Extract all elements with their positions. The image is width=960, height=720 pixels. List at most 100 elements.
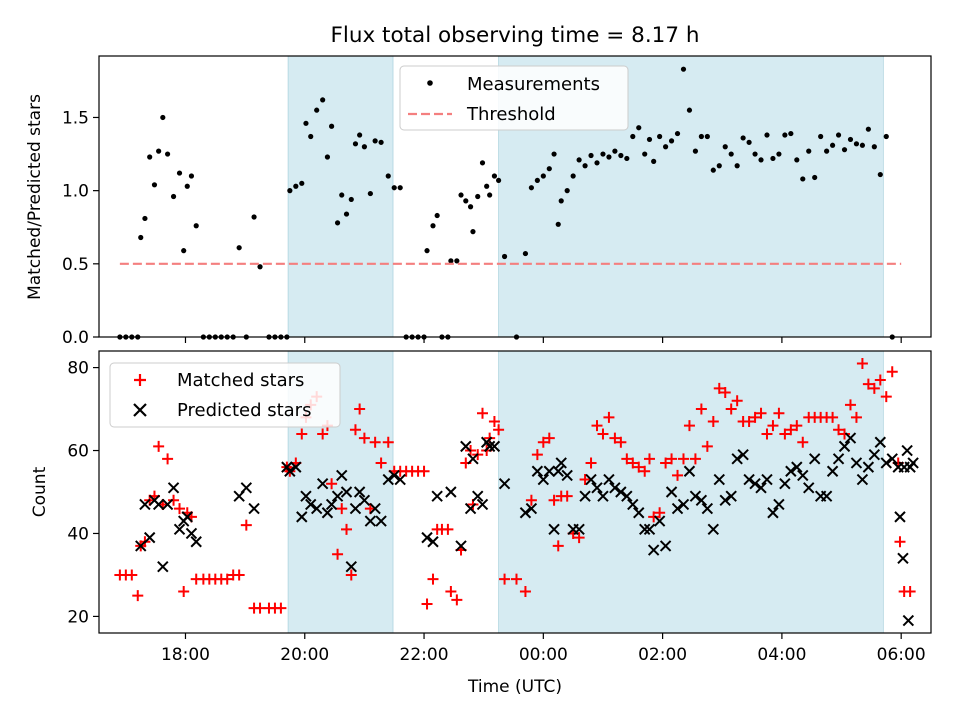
y-tick-label: 1.0 bbox=[62, 182, 89, 202]
predicted-stars-point bbox=[647, 544, 660, 556]
measurement-point bbox=[788, 130, 794, 137]
measurement-point bbox=[156, 148, 162, 154]
matched-stars-point bbox=[779, 428, 791, 440]
predicted-stars-point bbox=[525, 502, 538, 515]
measurement-point bbox=[501, 253, 508, 260]
predicted-stars-point bbox=[880, 457, 892, 469]
matched-stars-point bbox=[531, 449, 543, 461]
measurement-point bbox=[385, 173, 391, 179]
measurement-point bbox=[397, 185, 403, 191]
matched-stars-point bbox=[666, 453, 678, 465]
measurement-point bbox=[160, 114, 166, 121]
predicted-stars-point bbox=[161, 498, 174, 511]
matched-stars-point bbox=[894, 536, 906, 548]
matched-stars-point bbox=[660, 457, 672, 469]
predicted-stars-point bbox=[561, 469, 573, 482]
measurement-point bbox=[142, 215, 148, 222]
matched-stars-point bbox=[743, 416, 755, 427]
measurement-point bbox=[324, 154, 331, 160]
predicted-stars-point bbox=[779, 477, 791, 490]
measurement-point bbox=[546, 166, 552, 172]
matched-stars-point bbox=[749, 411, 761, 423]
measurement-point bbox=[467, 204, 474, 210]
predicted-stars-point bbox=[665, 486, 678, 498]
legend-threshold-label: Threshold bbox=[466, 104, 556, 125]
x-tick-label: 20:00 bbox=[280, 645, 329, 665]
matched-stars-point bbox=[597, 428, 609, 440]
y-tick-label: 40 bbox=[67, 524, 89, 544]
matched-stars-point bbox=[442, 523, 454, 535]
predicted-stars-point bbox=[874, 436, 887, 448]
predicted-stars-point bbox=[713, 473, 725, 486]
measurement-point bbox=[534, 177, 540, 184]
measurement-point bbox=[698, 133, 704, 140]
x-tick-label: 02:00 bbox=[638, 645, 687, 665]
matched-stars-point bbox=[525, 494, 537, 506]
measurement-point bbox=[806, 148, 812, 154]
measurement-point bbox=[299, 180, 305, 186]
predicted-stars-point bbox=[856, 473, 869, 486]
x-tick-label: 22:00 bbox=[400, 645, 449, 665]
predicted-stars-point bbox=[725, 490, 737, 502]
measurement-point bbox=[470, 229, 476, 235]
matched-stars-point bbox=[868, 382, 880, 394]
measurement-point bbox=[716, 163, 722, 169]
predicted-stars-point bbox=[597, 490, 609, 502]
matched-stars-point bbox=[178, 586, 190, 598]
predicted-stars-point bbox=[321, 507, 334, 519]
count-panel: 20 40 60 80 18:00 20:00 22:00 00:00 02:00 04:00 0… bbox=[30, 350, 932, 697]
measurement-point bbox=[746, 139, 752, 145]
predicted-stars-point bbox=[573, 523, 585, 536]
measurement-point bbox=[651, 158, 657, 164]
matched-stars-point bbox=[561, 490, 573, 502]
ratio-legend: Measurements Threshold bbox=[399, 65, 629, 131]
measurement-point bbox=[434, 212, 440, 219]
predicted-stars-point bbox=[498, 477, 511, 490]
matched-stars-point bbox=[719, 386, 731, 398]
predicted-stars-point bbox=[897, 552, 909, 565]
predicted-stars-point bbox=[886, 453, 898, 465]
predicted-stars-point bbox=[455, 540, 467, 552]
matched-stars-point bbox=[552, 540, 564, 552]
measurement-point bbox=[372, 138, 378, 144]
predicted-stars-point bbox=[331, 490, 344, 502]
matched-stars-point bbox=[445, 586, 457, 598]
predicted-stars-point bbox=[345, 560, 357, 573]
matched-stars-point bbox=[221, 573, 233, 585]
matched-stars-point bbox=[476, 407, 488, 419]
predicted-stars-point bbox=[689, 490, 702, 502]
predicted-stars-point bbox=[707, 523, 720, 536]
predicted-stars-point bbox=[621, 490, 633, 502]
measurement-point bbox=[835, 132, 842, 138]
measurement-point bbox=[176, 170, 183, 176]
matched-stars-point bbox=[418, 465, 430, 477]
matched-stars-point bbox=[862, 378, 874, 390]
predicted-stars-point bbox=[543, 465, 556, 477]
measurement-point bbox=[752, 151, 758, 157]
measurement-point bbox=[662, 144, 669, 150]
predicted-stars-point bbox=[808, 453, 821, 465]
predicted-stars-point bbox=[519, 507, 532, 519]
matched-stars-point bbox=[132, 590, 144, 602]
matched-stars-point bbox=[341, 523, 353, 535]
predicted-stars-point bbox=[358, 494, 371, 507]
matched-stars-point bbox=[683, 420, 695, 432]
measurement-point bbox=[818, 133, 824, 140]
matched-stars-point bbox=[844, 399, 856, 411]
predicted-stars-point bbox=[850, 457, 863, 469]
matched-stars-point bbox=[707, 416, 719, 427]
measurement-point bbox=[853, 141, 860, 147]
measurement-point bbox=[764, 132, 770, 138]
predicted-stars-point bbox=[181, 511, 193, 523]
predicted-stars-point bbox=[907, 457, 919, 469]
predicted-stars-point bbox=[791, 461, 803, 473]
measurement-point bbox=[522, 250, 529, 257]
measurement-point bbox=[236, 245, 242, 251]
predicted-stars-point bbox=[683, 465, 696, 477]
measurement-point bbox=[646, 136, 653, 143]
measurement-point bbox=[686, 107, 693, 113]
matched-stars-point bbox=[162, 453, 174, 465]
matched-stars-point bbox=[488, 416, 500, 427]
measurement-point bbox=[495, 177, 502, 184]
